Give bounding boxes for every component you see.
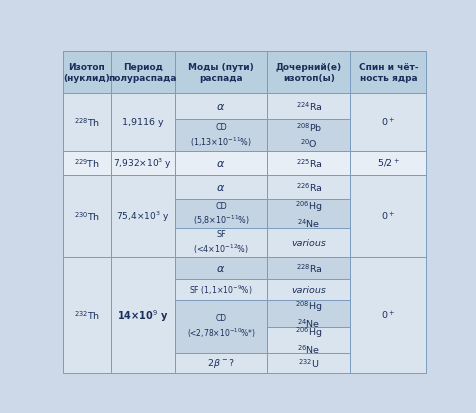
Bar — [267, 199, 349, 228]
Bar — [62, 93, 111, 152]
Text: $^{232}$U: $^{232}$U — [298, 357, 319, 369]
Text: Период
полураспада: Период полураспада — [109, 63, 177, 83]
Text: 0$^+$: 0$^+$ — [380, 309, 395, 321]
Bar — [174, 52, 267, 93]
Text: CD
(1,13×10$^{-11}$%): CD (1,13×10$^{-11}$%) — [189, 123, 251, 148]
Text: 75,4×10$^{3}$ y: 75,4×10$^{3}$ y — [116, 209, 169, 223]
Text: $\alpha$: $\alpha$ — [216, 183, 225, 192]
Bar — [174, 152, 267, 175]
Bar — [62, 52, 111, 93]
Text: $\alpha$: $\alpha$ — [216, 102, 225, 112]
Text: 2$\beta^-$?: 2$\beta^-$? — [207, 357, 234, 370]
Bar — [267, 353, 349, 373]
Bar — [62, 152, 111, 175]
Text: CD
(<2,78×10$^{-10}$%*): CD (<2,78×10$^{-10}$%*) — [186, 313, 255, 339]
Bar — [267, 175, 349, 199]
Bar — [349, 175, 426, 257]
Text: $^{229}$Th: $^{229}$Th — [74, 157, 99, 170]
Text: Дочерний(е)
изотоп(ы): Дочерний(е) изотоп(ы) — [275, 63, 341, 83]
Bar — [174, 175, 267, 199]
Text: SF (1,1×10$^{-9}$%): SF (1,1×10$^{-9}$%) — [189, 282, 252, 296]
Text: $^{208}$Hg
$^{24}$Ne: $^{208}$Hg $^{24}$Ne — [295, 299, 322, 329]
Bar — [62, 257, 111, 373]
Bar — [267, 228, 349, 257]
Bar — [267, 52, 349, 93]
Text: $^{224}$Ra: $^{224}$Ra — [295, 100, 321, 113]
Text: 7,932×10$^{3}$ y: 7,932×10$^{3}$ y — [113, 157, 172, 171]
Bar — [111, 93, 174, 152]
Text: $\alpha$: $\alpha$ — [216, 159, 225, 169]
Text: SF
(<4×10$^{-12}$%): SF (<4×10$^{-12}$%) — [193, 230, 248, 255]
Bar — [267, 300, 349, 328]
Bar — [267, 328, 349, 353]
Text: various: various — [291, 285, 326, 294]
Bar — [174, 300, 267, 353]
Bar — [349, 257, 426, 373]
Text: $^{225}$Ra: $^{225}$Ra — [295, 157, 321, 170]
Bar — [267, 152, 349, 175]
Bar — [267, 119, 349, 152]
Bar — [111, 152, 174, 175]
Text: $^{226}$Ra: $^{226}$Ra — [295, 181, 321, 194]
Text: various: various — [291, 238, 326, 247]
Bar — [174, 353, 267, 373]
Bar — [111, 257, 174, 373]
Text: Спин и чёт-
ность ядра: Спин и чёт- ность ядра — [358, 63, 417, 83]
Text: $\alpha$: $\alpha$ — [216, 263, 225, 273]
Text: CD
(5,8×10$^{-11}$%): CD (5,8×10$^{-11}$%) — [192, 201, 249, 227]
Text: 14×10$^{9}$ y: 14×10$^{9}$ y — [117, 307, 168, 323]
Text: 1,9116 y: 1,9116 y — [122, 118, 163, 127]
Text: 0$^+$: 0$^+$ — [380, 210, 395, 222]
Bar — [267, 93, 349, 119]
Bar — [62, 175, 111, 257]
Bar — [267, 257, 349, 279]
Text: $^{230}$Th: $^{230}$Th — [74, 210, 99, 222]
Text: $^{208}$Pb
$^{20}$O: $^{208}$Pb $^{20}$O — [295, 121, 321, 150]
Bar — [111, 175, 174, 257]
Text: $^{232}$Th: $^{232}$Th — [74, 309, 99, 321]
Text: 5/2$^+$: 5/2$^+$ — [376, 157, 399, 170]
Bar — [349, 152, 426, 175]
Bar — [174, 279, 267, 300]
Bar — [349, 93, 426, 152]
Text: $^{206}$Hg
$^{24}$Ne: $^{206}$Hg $^{24}$Ne — [295, 199, 322, 229]
Text: $^{228}$Th: $^{228}$Th — [74, 116, 99, 129]
Text: $^{228}$Ra: $^{228}$Ra — [295, 261, 321, 274]
Bar — [174, 228, 267, 257]
Text: Моды (пути)
распада: Моды (пути) распада — [188, 63, 253, 83]
Text: 0$^+$: 0$^+$ — [380, 116, 395, 129]
Bar — [174, 199, 267, 228]
Text: Изотоп
(нуклид): Изотоп (нуклид) — [63, 63, 110, 83]
Text: $^{206}$Hg
$^{26}$Ne: $^{206}$Hg $^{26}$Ne — [295, 325, 322, 355]
Bar — [174, 119, 267, 152]
Bar — [267, 279, 349, 300]
Bar — [111, 52, 174, 93]
Bar — [349, 52, 426, 93]
Bar — [174, 93, 267, 119]
Bar — [174, 257, 267, 279]
